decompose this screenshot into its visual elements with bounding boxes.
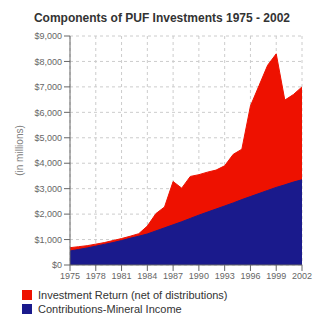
svg-text:$7,000: $7,000 xyxy=(34,82,62,92)
svg-text:$8,000: $8,000 xyxy=(34,57,62,67)
html-text:Components of PUF Investments: Components of PUF Investments 1975 - 200… xyxy=(34,11,290,25)
svg-text:1996: 1996 xyxy=(240,271,260,281)
svg-text:$5,000: $5,000 xyxy=(34,133,62,143)
svg-text:$9,000: $9,000 xyxy=(34,31,62,41)
svg-text:$4,000: $4,000 xyxy=(34,158,62,168)
svg-text:1999: 1999 xyxy=(266,271,286,281)
svg-text:$6,000: $6,000 xyxy=(34,108,62,118)
svg-text:$0: $0 xyxy=(52,260,62,270)
html-text:Investment Return (net of dist: Investment Return (net of distributions) xyxy=(38,289,228,301)
svg-text:2002: 2002 xyxy=(292,271,312,281)
html-text:Contributions-Mineral Income: Contributions-Mineral Income xyxy=(38,303,182,315)
svg-text:1990: 1990 xyxy=(189,271,209,281)
svg-text:1993: 1993 xyxy=(215,271,235,281)
svg-text:1981: 1981 xyxy=(112,271,132,281)
svg-text:1984: 1984 xyxy=(137,271,157,281)
svg-text:1987: 1987 xyxy=(163,271,183,281)
svg-text:1978: 1978 xyxy=(86,271,106,281)
svg-text:$2,000: $2,000 xyxy=(34,209,62,219)
svg-text:$3,000: $3,000 xyxy=(34,184,62,194)
svg-text:$1,000: $1,000 xyxy=(34,235,62,245)
svg-text:1975: 1975 xyxy=(60,271,80,281)
svg-text:(in millions): (in millions) xyxy=(14,125,25,176)
